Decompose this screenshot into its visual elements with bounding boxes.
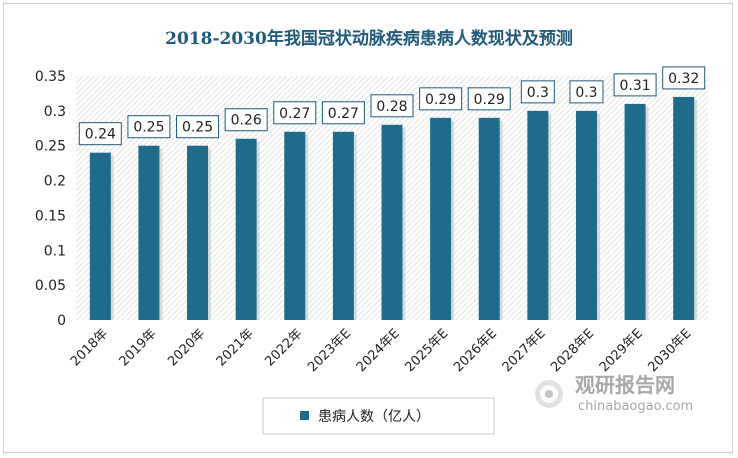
bar-series xyxy=(89,96,698,321)
data-label-box xyxy=(127,115,171,139)
y-axis: 0 0.05 0.1 0.15 0.2 0.25 0.3 0.35 xyxy=(35,69,66,329)
watermark-logo xyxy=(535,380,563,408)
bar xyxy=(138,145,160,320)
x-tick-label: 2022年 xyxy=(262,326,305,369)
data-label: 0.3 xyxy=(527,85,549,101)
y-tick-label: 0.25 xyxy=(35,139,66,155)
bar xyxy=(478,117,500,320)
x-tick-label: 2019年 xyxy=(117,326,160,369)
bar xyxy=(381,124,403,320)
y-tick-label: 0.3 xyxy=(44,104,66,120)
watermark: 观研报告网 chinabaogao.com xyxy=(535,373,693,414)
x-tick-label: 2029年E xyxy=(597,326,646,375)
bar xyxy=(575,110,597,320)
x-tick-label: 2027年E xyxy=(500,326,549,375)
data-label-box xyxy=(224,108,268,132)
bar xyxy=(673,96,695,321)
data-label: 0.26 xyxy=(231,113,262,129)
data-label-box xyxy=(78,122,122,146)
x-tick-label: 2026年E xyxy=(451,326,500,375)
data-labels: 0.24 0.25 0.25 0.26 0.27 0.27 0.28 0.29 0.29 0.3 0… xyxy=(78,66,706,146)
x-tick-label: 2021年 xyxy=(214,326,257,369)
data-label: 0.25 xyxy=(133,120,164,136)
x-tick-label: 2028年E xyxy=(548,326,597,375)
legend-label: 患病人数（亿人） xyxy=(318,409,430,425)
bar xyxy=(332,131,354,320)
data-label-box xyxy=(419,87,463,111)
data-label: 0.28 xyxy=(376,99,407,115)
legend-swatch xyxy=(300,411,309,420)
bar xyxy=(187,145,209,320)
bar xyxy=(430,117,452,320)
x-tick-label: 2020年 xyxy=(165,326,208,369)
data-label-box xyxy=(520,80,555,104)
data-label: 0.29 xyxy=(425,92,456,108)
bar xyxy=(527,110,549,320)
data-label: 0.25 xyxy=(182,120,213,136)
y-tick-label: 0 xyxy=(57,313,66,329)
data-label: 0.27 xyxy=(279,106,310,122)
data-label: 0.32 xyxy=(668,71,699,87)
chart-title: 2018-2030年我国冠状动脉疾病患病人数现状及预测 xyxy=(165,28,573,49)
x-tick-label: 2025年E xyxy=(402,326,451,375)
x-tick-label: 2024年E xyxy=(354,326,403,375)
x-axis: 2018年 2019年 2020年 2021年 2022年 2023年E 2024年E 202… xyxy=(68,326,695,375)
watermark-text-en: chinabaogao.com xyxy=(578,399,693,414)
data-label: 0.24 xyxy=(85,127,116,143)
watermark-text-cn: 观研报告网 xyxy=(575,373,675,397)
data-label: 0.3 xyxy=(575,85,597,101)
bar xyxy=(624,103,646,320)
data-label-box xyxy=(273,101,317,125)
y-tick-label: 0.05 xyxy=(35,278,66,294)
bar xyxy=(89,152,111,320)
data-label-box xyxy=(370,94,414,118)
data-label-box xyxy=(613,73,657,97)
data-label: 0.29 xyxy=(474,92,505,108)
data-label-box xyxy=(467,87,511,111)
data-label-box xyxy=(569,80,604,104)
bar xyxy=(284,131,306,320)
y-tick-label: 0.35 xyxy=(35,69,66,85)
data-label-box xyxy=(662,66,706,90)
y-tick-label: 0.1 xyxy=(44,243,66,259)
x-tick-label: 2030年E xyxy=(646,326,695,375)
y-tick-label: 0.2 xyxy=(44,174,66,190)
x-tick-label: 2018年 xyxy=(68,326,111,369)
data-label: 0.27 xyxy=(328,106,359,122)
data-label-box xyxy=(321,101,365,125)
data-label-box xyxy=(176,115,220,139)
x-tick-label: 2023年E xyxy=(305,326,354,375)
bar xyxy=(235,138,257,320)
data-label: 0.31 xyxy=(619,78,650,94)
y-tick-label: 0.15 xyxy=(35,208,66,224)
